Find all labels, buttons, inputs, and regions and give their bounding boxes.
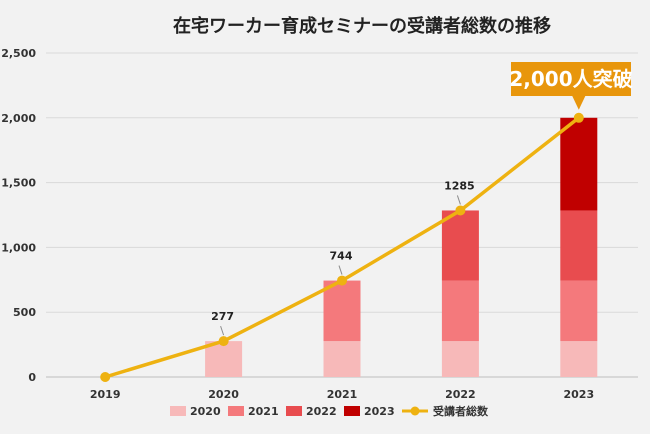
bar-2020-2021	[323, 341, 361, 377]
y-tick-label: 1,500	[1, 177, 36, 190]
bar-2020-2022	[441, 341, 479, 377]
bar-2021-2023	[560, 280, 598, 342]
data-labels: 277 744 1285	[211, 179, 475, 336]
x-tick-label: 2019	[90, 388, 121, 401]
data-label-2021: 744	[330, 250, 353, 263]
legend-label-2023: 2023	[364, 405, 395, 418]
legend: 2020 2021 2022 2023 受講者総数	[170, 404, 489, 418]
bar-2020-2020	[205, 341, 243, 377]
bar-2020-2023	[560, 341, 598, 377]
data-label-leader	[456, 195, 461, 205]
data-label-2022: 1285	[444, 179, 475, 192]
x-tick-label: 2021	[327, 388, 358, 401]
bar-2022-2022	[441, 210, 479, 281]
legend-swatch-2020	[170, 406, 186, 416]
line-point-2021	[337, 275, 347, 286]
bar-2021-2021	[323, 280, 361, 342]
legend-swatch-2021	[228, 406, 244, 416]
y-tick-label: 2,500	[1, 47, 36, 60]
y-tick-label: 1,000	[1, 241, 36, 254]
bar-2023-2023	[560, 117, 598, 211]
chart-title: 在宅ワーカー育成セミナーの受講者総数の推移	[173, 15, 551, 37]
legend-swatch-2023	[344, 406, 360, 416]
line-series	[100, 112, 584, 382]
legend-label-2020: 2020	[190, 405, 221, 418]
bar-series	[205, 117, 598, 377]
legend-label-total: 受講者総数	[433, 404, 489, 418]
bar-2021-2022	[441, 280, 479, 342]
grid-lines	[46, 52, 638, 378]
callout-text: 2,000人突破	[509, 67, 632, 91]
legend-swatch-line-marker	[410, 406, 420, 416]
data-label-leader	[220, 325, 225, 336]
y-axis: 0 500 1,000 1,500 2,000 2,500	[1, 47, 36, 384]
callout: 2,000人突破	[509, 62, 633, 110]
line-point-2020	[218, 336, 229, 347]
callout-box	[511, 62, 631, 96]
legend-label-2021: 2021	[248, 405, 279, 418]
line-point-2022	[455, 205, 466, 216]
legend-swatch-2022	[286, 406, 302, 416]
bar-2022-2023	[560, 210, 598, 281]
x-axis: 2019 2020 2021 2022 2023	[90, 388, 594, 401]
y-tick-label: 0	[28, 371, 36, 384]
x-tick-label: 2020	[208, 388, 239, 401]
y-tick-label: 500	[13, 306, 36, 319]
legend-label-2022: 2022	[306, 405, 337, 418]
x-tick-label: 2023	[563, 388, 594, 401]
line-point-2019	[100, 372, 111, 382]
callout-pointer	[571, 95, 586, 110]
data-label-2020: 277	[211, 310, 234, 323]
y-tick-label: 2,000	[1, 112, 36, 125]
line-point-2023	[573, 112, 584, 123]
x-tick-label: 2022	[445, 388, 476, 401]
data-label-leader	[338, 265, 343, 275]
